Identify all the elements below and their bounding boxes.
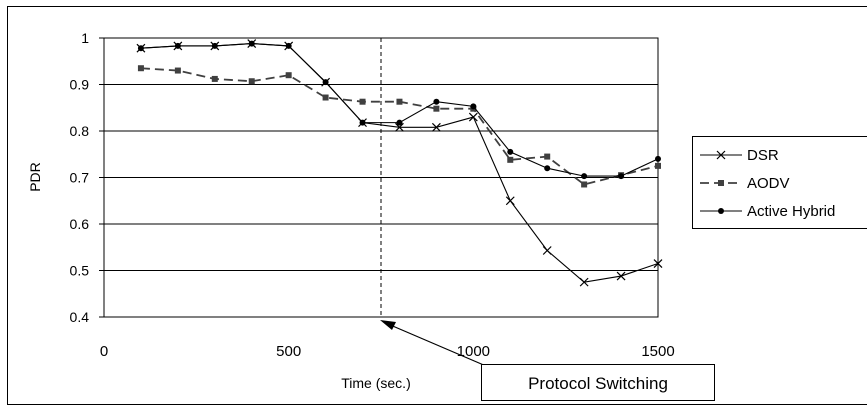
- legend-label: Active Hybrid: [747, 203, 835, 220]
- data-point-circle-marker: [544, 165, 550, 171]
- x-tick-label: 1500: [641, 343, 674, 360]
- data-point-x-marker: [506, 197, 514, 205]
- data-point-square-marker: [360, 99, 366, 105]
- data-point-circle-marker: [323, 79, 329, 85]
- data-point-square-marker: [286, 72, 292, 78]
- data-point-circle-marker: [286, 43, 292, 49]
- series-layer: [137, 40, 662, 287]
- legend-label: AODV: [747, 175, 790, 192]
- series-aodv: [138, 65, 661, 187]
- data-point-square-marker: [544, 154, 550, 160]
- y-axis-label: PDR: [27, 162, 43, 192]
- data-point-circle-marker: [138, 45, 144, 51]
- legend-label: DSR: [747, 147, 779, 164]
- data-point-square-marker: [175, 68, 181, 74]
- data-point-square-marker: [212, 76, 218, 82]
- data-point-circle-marker: [175, 43, 181, 49]
- data-point-x-marker: [543, 247, 551, 255]
- x-axis-label: Time (sec.): [341, 375, 410, 391]
- y-tick-label: 0.9: [70, 77, 90, 93]
- series-line: [141, 68, 658, 184]
- data-point-circle-marker: [718, 208, 724, 214]
- x-tick-label: 0: [100, 343, 108, 360]
- callout-text: Protocol Switching: [528, 374, 668, 393]
- y-tick-label: 0.7: [70, 170, 90, 186]
- y-axis-ticks: 0.4 0.5 0.6 0.7 0.8 0.9 1: [70, 30, 104, 325]
- legend: DSR AODV Active Hybrid: [693, 137, 867, 229]
- data-point-square-marker: [138, 65, 144, 71]
- data-point-circle-marker: [618, 173, 624, 179]
- data-point-circle-marker: [249, 41, 255, 47]
- data-point-square-marker: [655, 163, 661, 169]
- x-tick-label: 500: [276, 343, 301, 360]
- protocol-switching-callout: Protocol Switching: [380, 320, 715, 401]
- data-point-square-marker: [396, 99, 402, 105]
- data-point-square-marker: [433, 106, 439, 112]
- series-active-hybrid: [138, 41, 661, 180]
- x-axis-ticks: 0 500 1000 1500: [100, 343, 675, 360]
- data-point-circle-marker: [212, 43, 218, 49]
- y-tick-label: 0.6: [70, 216, 90, 232]
- data-point-circle-marker: [655, 156, 661, 162]
- data-point-x-marker: [469, 113, 477, 121]
- y-tick-label: 0.4: [70, 309, 90, 325]
- data-point-circle-marker: [360, 120, 366, 126]
- data-point-circle-marker: [396, 120, 402, 126]
- series-line: [141, 44, 658, 177]
- data-point-circle-marker: [470, 103, 476, 109]
- data-point-circle-marker: [581, 173, 587, 179]
- data-point-square-marker: [718, 180, 724, 186]
- y-tick-label: 0.8: [70, 123, 90, 139]
- data-point-square-marker: [249, 78, 255, 84]
- x-tick-label: 1000: [457, 343, 490, 360]
- y-tick-label: 1: [81, 30, 89, 46]
- callout-arrowhead: [380, 320, 396, 330]
- data-point-circle-marker: [433, 99, 439, 105]
- data-point-square-marker: [323, 95, 329, 101]
- data-point-square-marker: [581, 181, 587, 187]
- data-point-circle-marker: [507, 149, 513, 155]
- data-point-square-marker: [507, 157, 513, 163]
- y-tick-label: 0.5: [70, 263, 90, 279]
